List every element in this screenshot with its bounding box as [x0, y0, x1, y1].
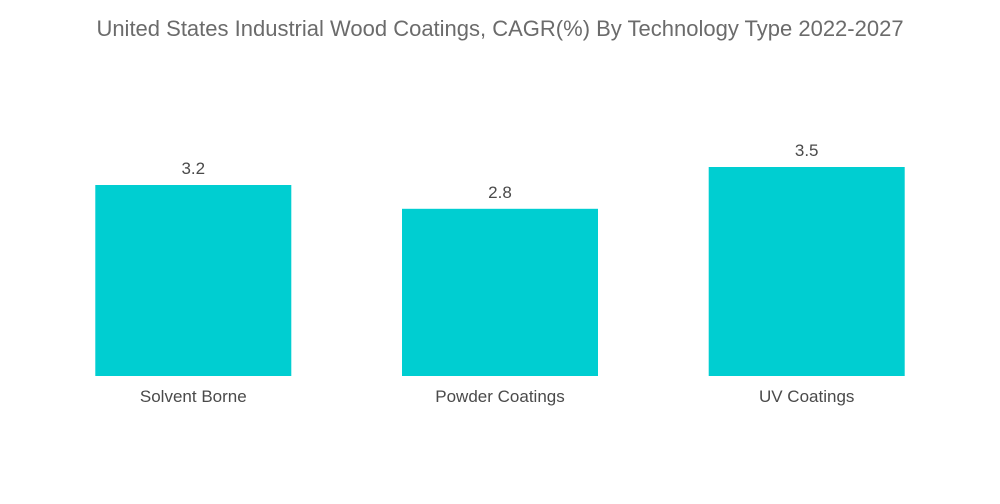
bar-uv-coatings: [708, 167, 905, 376]
category-label-solvent-borne: Solvent Borne: [140, 387, 247, 406]
category-label-uv-coatings: UV Coatings: [759, 387, 854, 406]
bars-group: 3.2 Solvent Borne 2.8 Powder Coatings 3.5 UV …: [95, 141, 905, 406]
chart-title: United States Industrial Wood Coatings, …: [96, 16, 904, 41]
bar-solvent-borne: [95, 185, 292, 376]
data-label-solvent-borne: 3.2: [181, 159, 205, 178]
bar-powder-coatings: [402, 208, 598, 376]
category-label-powder-coatings: Powder Coatings: [435, 387, 564, 406]
data-label-uv-coatings: 3.5: [795, 141, 819, 160]
data-label-powder-coatings: 2.8: [488, 183, 512, 202]
